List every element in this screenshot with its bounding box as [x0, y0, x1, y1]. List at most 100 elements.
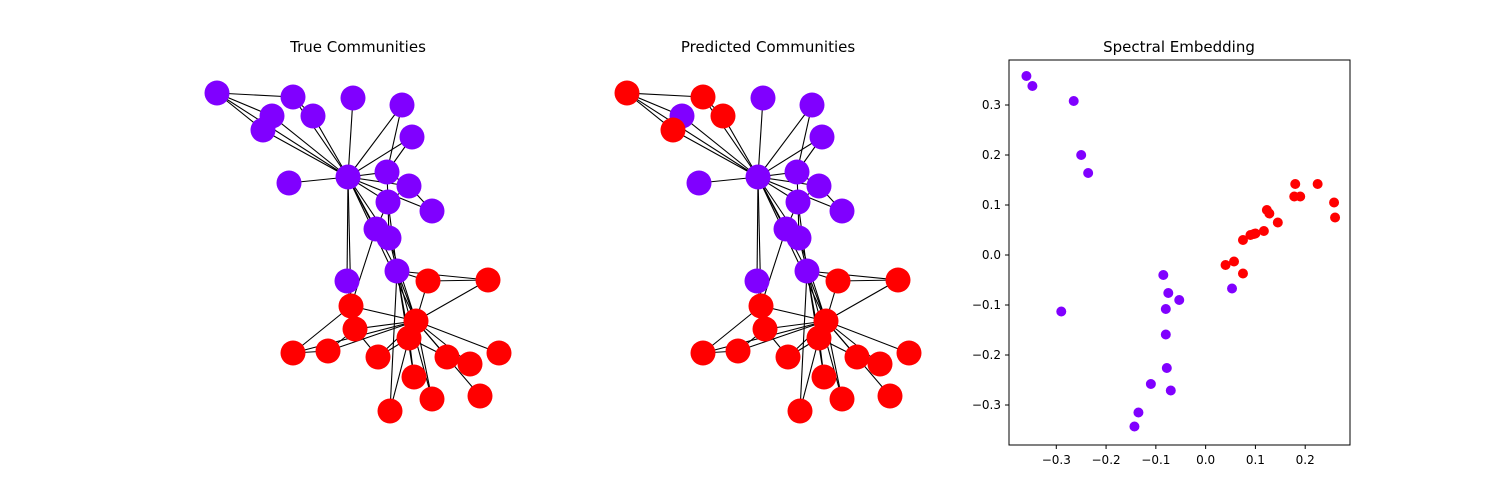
x-tick-label: −0.2: [1092, 453, 1121, 467]
network-node: [401, 364, 427, 390]
network-node: [475, 267, 501, 293]
scatter-point: [1083, 168, 1094, 178]
network-edge: [327, 320, 417, 352]
network-node: [340, 85, 366, 111]
scatter-point: [1227, 283, 1238, 294]
scatter-point: [1068, 96, 1079, 106]
scatter-point: [1237, 268, 1248, 279]
network-node: [786, 225, 812, 251]
true-communities-nodes: [204, 80, 512, 424]
network-node: [784, 159, 810, 185]
network-node: [794, 258, 820, 284]
network-edge: [757, 97, 764, 178]
network-node: [744, 268, 770, 294]
scatter-point: [1163, 288, 1174, 298]
network-edge: [350, 228, 377, 307]
x-tick-label: −0.3: [1042, 453, 1071, 467]
scatter-point: [1229, 256, 1240, 267]
network-edge: [626, 92, 759, 178]
network-edge: [347, 104, 403, 178]
network-node: [335, 164, 361, 190]
scatter-point: [1076, 150, 1087, 160]
scatter-point: [1133, 407, 1144, 418]
network-edge: [799, 337, 820, 412]
network-edge: [347, 97, 354, 178]
network-node: [204, 80, 230, 106]
network-node: [809, 124, 835, 150]
scatter-point: [1220, 260, 1231, 270]
network-edge: [757, 104, 813, 178]
network-node: [877, 383, 903, 409]
network-edge: [672, 129, 759, 178]
scatter-point: [1165, 385, 1176, 396]
network-node: [377, 398, 403, 424]
network-node: [785, 189, 811, 215]
network-node: [300, 103, 326, 129]
network-edge: [347, 136, 413, 178]
network-node: [396, 173, 422, 199]
network-node: [690, 84, 716, 110]
spectral-embedding-x-axis: −0.3 −0.2 −0.1 0.0 0.1 0.2: [1042, 445, 1315, 467]
predicted-communities-nodes: [614, 80, 922, 424]
network-node: [752, 316, 778, 342]
scatter-point: [1158, 270, 1169, 280]
scatter-point: [1250, 228, 1261, 239]
network-node: [829, 198, 855, 224]
network-edge: [262, 129, 349, 178]
network-node: [885, 267, 911, 293]
scatter-point: [1174, 295, 1185, 305]
network-edge: [825, 279, 899, 322]
network-node: [467, 383, 493, 409]
network-node: [745, 164, 771, 190]
network-node: [686, 170, 712, 196]
scatter-point: [1290, 179, 1301, 189]
scatter-point: [1160, 329, 1171, 340]
scatter-point: [1264, 208, 1275, 219]
scatter-point: [1129, 421, 1140, 432]
network-node: [829, 386, 855, 412]
scatter-point: [1056, 306, 1067, 317]
spectral-embedding-axes-frame: [1008, 59, 1351, 446]
network-node: [419, 386, 445, 412]
network-node: [375, 189, 401, 215]
network-edge: [216, 92, 349, 178]
y-tick-label: 0.2: [982, 148, 1001, 162]
predicted-communities-title: Predicted Communities: [681, 38, 856, 56]
network-node: [280, 84, 306, 110]
network-node: [365, 344, 391, 370]
network-node: [396, 325, 422, 351]
network-edge: [415, 279, 489, 322]
network-edge: [216, 92, 294, 98]
network-edge: [415, 320, 500, 354]
network-node: [276, 170, 302, 196]
network-node: [374, 159, 400, 185]
network-node: [338, 293, 364, 319]
network-edge: [389, 337, 410, 412]
y-tick-label: −0.2: [972, 348, 1001, 362]
network-edge: [760, 228, 787, 307]
spectral-embedding-points: [1021, 71, 1341, 432]
network-node: [825, 268, 851, 294]
network-edge: [825, 320, 910, 354]
scatter-point: [1330, 212, 1341, 223]
scatter-point: [1160, 304, 1171, 314]
scatter-point: [1295, 191, 1306, 202]
network-node: [399, 124, 425, 150]
network-node: [806, 173, 832, 199]
y-tick-label: 0.1: [982, 198, 1001, 212]
network-edge: [799, 270, 808, 412]
network-node: [486, 340, 512, 366]
network-node: [775, 344, 801, 370]
network-node: [750, 85, 776, 111]
true-communities-panel: True Communities: [204, 38, 512, 424]
network-node: [806, 325, 832, 351]
predicted-communities-panel: Predicted Communities: [614, 38, 922, 424]
network-node: [389, 92, 415, 118]
scatter-point: [1272, 217, 1283, 228]
network-edge: [757, 136, 823, 178]
network-node: [376, 225, 402, 251]
x-tick-label: 0.2: [1296, 453, 1315, 467]
scatter-point: [1161, 363, 1172, 373]
scatter-point: [1258, 226, 1269, 236]
